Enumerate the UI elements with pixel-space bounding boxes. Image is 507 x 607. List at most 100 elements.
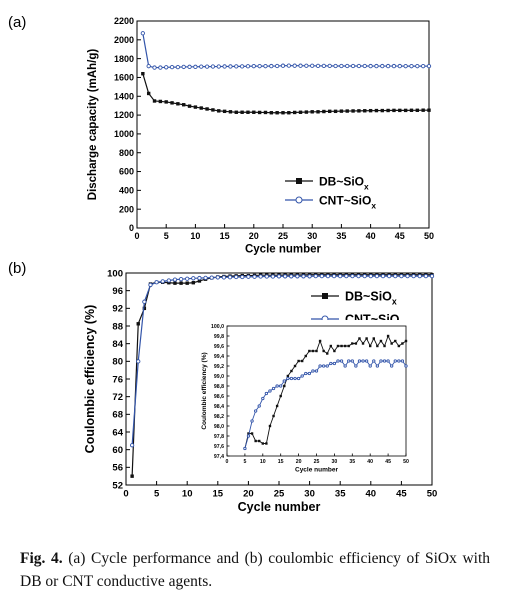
y-tick-label: 56 [112,463,123,474]
data-point [322,364,326,368]
data-point [374,108,379,113]
data-point [411,273,416,279]
data-point [307,371,311,376]
data-point [343,344,347,348]
y-tick-label: 99,0 [214,374,224,380]
data-point [379,339,383,343]
y-tick-label: 64 [112,427,123,438]
data-point [417,273,422,279]
data-point [313,273,318,279]
data-point [326,352,329,355]
data-point [397,344,401,348]
data-point [265,442,268,445]
data-point [347,344,350,348]
x-tick-label: 0 [123,489,128,500]
data-point [136,359,141,364]
data-point [154,280,159,285]
data-point [179,281,183,285]
series-line-cnt [142,33,429,69]
data-point [257,404,261,408]
data-point [345,109,349,113]
data-point [321,63,327,69]
data-point [298,110,303,114]
data-point [282,274,288,279]
data-point [283,384,286,388]
x-tick-label: 35 [336,231,346,241]
data-point [403,108,408,113]
y-tick-label: 2000 [114,35,134,45]
figure-caption: Fig. 4. (a) Cycle performance and (b) co… [20,547,490,593]
y-tick-label: 80 [112,357,123,368]
x-tick-label: 10 [190,231,200,241]
x-tick-label: 45 [395,231,405,241]
data-point [329,344,333,348]
data-point [343,364,347,368]
data-point [290,369,293,373]
y-tick-label: 97,8 [214,434,224,440]
data-point [146,91,151,96]
data-point [293,376,297,381]
data-point [176,102,180,106]
data-point [356,273,361,279]
y-tick-label: 1200 [114,110,134,120]
data-point [308,349,311,353]
data-point [276,274,282,279]
x-tick-label: 15 [213,489,224,500]
x-tick-label: 5 [154,489,160,500]
data-point [158,99,163,104]
data-point [140,31,145,36]
data-point [390,364,394,368]
data-point [347,359,351,363]
x-tick-label: 0 [134,231,139,241]
x-tick-label: 35 [349,459,355,465]
data-point [368,108,373,113]
y-tick-label: 84 [112,339,123,350]
data-point [427,108,431,112]
y-tick-label: 600 [119,167,134,177]
data-point [415,108,420,112]
data-point [319,273,324,279]
data-point [322,349,325,353]
x-tick-label: 20 [296,459,302,465]
data-point [333,109,338,114]
plot-frame [136,20,430,229]
data-point [386,108,390,113]
x-tick-label: 0 [226,459,229,465]
data-point [199,64,204,69]
data-point [269,63,274,69]
data-point [421,64,426,69]
chart-b-inset: 0 5 10 15 20 25 30 35 40 45 50 97,4 97,6 97,8 98,0 98,2… [196,320,416,478]
data-point [185,276,190,281]
y-tick-label: 96 [112,286,123,297]
data-point [304,63,309,68]
data-point [246,274,251,279]
inset-background [196,320,416,478]
data-point [339,109,344,113]
data-point [390,342,393,345]
data-point [391,63,397,69]
data-point [275,384,279,388]
data-point [368,364,372,368]
data-point [397,359,401,363]
data-point [160,279,165,284]
x-tick-label: 25 [274,489,285,500]
legend-marker [295,196,303,204]
data-point [404,364,408,368]
data-point [129,443,135,448]
data-point [245,64,251,69]
data-point [404,339,408,343]
y-tick-label: 98,8 [214,384,224,390]
data-point [295,274,300,279]
data-point [215,275,220,280]
data-point [368,273,373,279]
caption-text: (a) Cycle performance and (b) coulombic … [20,550,491,590]
data-point [178,277,184,282]
y-tick-label: 200 [119,204,134,214]
data-point [173,281,177,285]
data-point [394,339,397,343]
data-point [397,63,402,69]
x-tick-label: 20 [249,231,259,241]
data-point [197,275,202,281]
data-point [297,359,300,363]
data-point [362,273,367,279]
